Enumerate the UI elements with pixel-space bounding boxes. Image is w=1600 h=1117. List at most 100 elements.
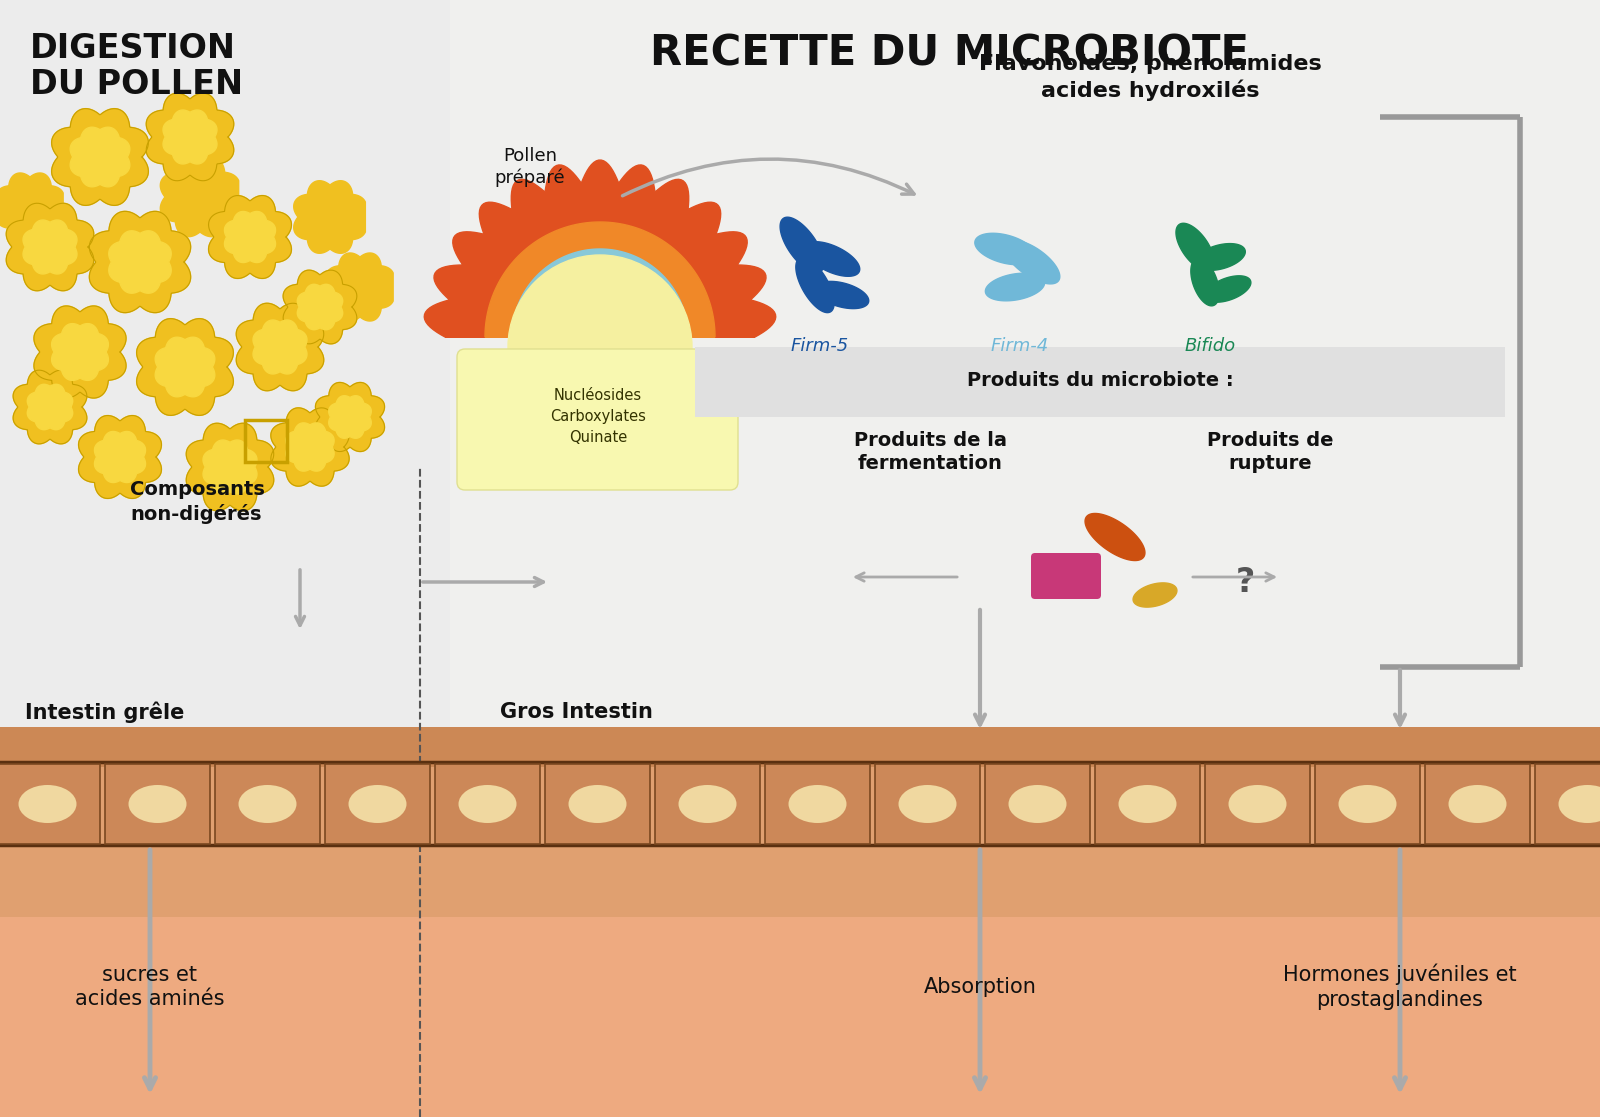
Bar [0,0,450,737]
Polygon shape [253,321,307,374]
Polygon shape [237,303,323,391]
Polygon shape [286,423,334,471]
Polygon shape [795,257,834,313]
Polygon shape [94,431,146,483]
FancyBboxPatch shape [875,764,979,844]
Bar [0,727,1600,777]
Ellipse shape [1229,785,1286,823]
Polygon shape [512,249,688,337]
Ellipse shape [678,785,736,823]
Polygon shape [781,217,824,273]
Ellipse shape [1118,785,1176,823]
Polygon shape [70,127,130,187]
Ellipse shape [789,785,846,823]
Polygon shape [22,220,77,274]
Ellipse shape [1448,785,1507,823]
Circle shape [509,255,691,439]
FancyBboxPatch shape [0,764,99,844]
Text: ?: ? [1235,565,1254,599]
Polygon shape [298,285,342,330]
Bar [0,917,1600,1117]
FancyBboxPatch shape [1534,764,1600,844]
Text: sucres et
acides aminés: sucres et acides aminés [75,965,224,1010]
Text: Composants
non-digérés: Composants non-digérés [130,480,266,524]
Polygon shape [0,173,62,241]
Polygon shape [146,93,234,181]
Text: Absorption: Absorption [923,977,1037,997]
Text: Produits du microbiote :: Produits du microbiote : [966,372,1234,391]
Polygon shape [485,222,715,337]
Polygon shape [203,440,258,494]
Polygon shape [27,384,72,430]
Bar [0,0,1600,737]
Polygon shape [155,337,214,397]
FancyBboxPatch shape [106,764,210,844]
FancyBboxPatch shape [458,349,738,490]
Polygon shape [974,233,1035,265]
Polygon shape [208,195,291,278]
Text: Nucléosides
Carboxylates
Quinate: Nucléosides Carboxylates Quinate [550,389,646,446]
FancyBboxPatch shape [1030,553,1101,599]
FancyBboxPatch shape [765,764,870,844]
Polygon shape [1190,258,1219,306]
FancyBboxPatch shape [546,764,650,844]
FancyBboxPatch shape [986,764,1090,844]
Text: DIGESTION
DU POLLEN: DIGESTION DU POLLEN [30,32,243,101]
FancyBboxPatch shape [1094,764,1200,844]
Polygon shape [1085,514,1146,561]
Bar [0,767,1600,917]
FancyBboxPatch shape [435,764,541,844]
Polygon shape [315,382,384,451]
Polygon shape [1176,223,1214,270]
Polygon shape [51,108,149,206]
FancyBboxPatch shape [214,764,320,844]
Polygon shape [326,252,394,321]
Polygon shape [294,181,365,254]
Ellipse shape [459,785,517,823]
FancyBboxPatch shape [694,347,1506,417]
Polygon shape [538,275,662,337]
Polygon shape [1133,583,1178,608]
Text: Gros Intestin: Gros Intestin [499,701,653,722]
Polygon shape [224,211,275,262]
Polygon shape [13,370,86,443]
Ellipse shape [128,785,187,823]
Ellipse shape [1008,785,1067,823]
Bar [245,420,286,462]
Polygon shape [328,395,371,438]
Ellipse shape [349,785,406,823]
Ellipse shape [899,785,957,823]
Text: Produits de
rupture: Produits de rupture [1206,431,1333,474]
Ellipse shape [568,785,627,823]
Text: Produits de la
fermentation: Produits de la fermentation [853,431,1006,474]
Polygon shape [109,231,171,294]
Polygon shape [805,241,859,276]
FancyBboxPatch shape [325,764,430,844]
Polygon shape [283,270,357,344]
Polygon shape [136,318,234,416]
Text: Firm-4: Firm-4 [990,337,1050,355]
FancyBboxPatch shape [1205,764,1310,844]
Polygon shape [528,265,672,337]
Polygon shape [160,157,238,237]
Polygon shape [34,306,126,398]
Polygon shape [51,324,109,381]
FancyBboxPatch shape [1315,764,1421,844]
Text: RECETTE DU MICROBIOTE: RECETTE DU MICROBIOTE [651,32,1250,74]
FancyBboxPatch shape [654,764,760,844]
Ellipse shape [1339,785,1397,823]
Text: Bifido: Bifido [1184,337,1235,355]
Polygon shape [424,160,776,337]
Text: Intestin grêle: Intestin grêle [26,701,184,723]
Ellipse shape [19,785,77,823]
Polygon shape [186,423,274,510]
Text: Pollen
préparé: Pollen préparé [494,146,565,188]
Polygon shape [78,416,162,498]
Polygon shape [1205,276,1251,303]
Text: Hormones juvéniles et
prostaglandines: Hormones juvéniles et prostaglandines [1283,964,1517,1010]
Ellipse shape [1558,785,1600,823]
Polygon shape [163,111,218,164]
Polygon shape [986,274,1045,300]
Polygon shape [1195,244,1245,270]
Text: Flavonoïdes, phénolamides
acides hydroxilés: Flavonoïdes, phénolamides acides hydroxi… [979,52,1322,102]
